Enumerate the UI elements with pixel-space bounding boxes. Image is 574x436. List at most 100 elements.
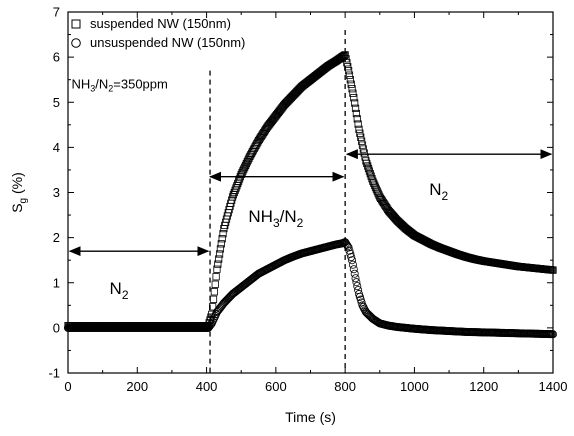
n2-left-sub: 2 — [122, 288, 129, 302]
axis-ticks — [67, 11, 554, 374]
data-point — [348, 260, 357, 269]
y-tick-label: 2 — [53, 230, 60, 245]
data-point — [366, 170, 374, 178]
data-point — [214, 260, 222, 268]
data-point — [212, 273, 220, 281]
data-point — [343, 59, 351, 67]
data-point — [211, 311, 220, 320]
x-tick-label: 1200 — [469, 379, 498, 394]
x-tick-label: 1000 — [400, 379, 429, 394]
data-point — [347, 80, 355, 88]
nh3-main2: /N — [280, 207, 297, 226]
data-point — [347, 253, 356, 262]
data-point — [357, 137, 366, 145]
data-point — [215, 255, 223, 263]
conc-slash: /N — [95, 77, 108, 92]
y-axis-title-sub: g — [18, 198, 29, 204]
y-tick-label: 6 — [53, 50, 60, 65]
data-point — [351, 99, 359, 107]
data-point — [209, 303, 217, 311]
y-tick-label: -1 — [48, 366, 60, 381]
legend-label-suspended: suspended NW (150nm) — [90, 16, 231, 31]
data-point — [241, 163, 249, 171]
data-point — [342, 55, 350, 63]
x-tick-label: 200 — [126, 379, 148, 394]
nh3-label: NH3/N2 — [248, 207, 303, 230]
data-point — [218, 235, 226, 243]
data-point — [345, 67, 353, 75]
data-point — [215, 250, 224, 258]
x-axis-title: Time (s) — [285, 409, 336, 425]
nh3-sub1: 3 — [273, 216, 280, 230]
legend-marker-suspended — [71, 19, 81, 29]
series-layer — [64, 51, 558, 339]
series-unsuspended — [64, 238, 558, 339]
legend: suspended NW (150nm) unsuspended NW (150… — [71, 16, 245, 50]
data-point — [349, 89, 357, 97]
data-point — [348, 85, 356, 93]
data-point — [243, 158, 251, 166]
x-tick-label: 1400 — [539, 379, 568, 394]
series-suspended — [64, 51, 557, 330]
data-point — [241, 161, 250, 170]
data-point — [352, 109, 361, 118]
data-point — [207, 319, 216, 328]
y-tick-label: 0 — [53, 320, 60, 335]
data-point — [353, 282, 362, 291]
y-tick-label: 4 — [53, 140, 60, 155]
data-point — [367, 172, 375, 180]
data-point — [206, 321, 215, 330]
legend-marker-unsuspended — [71, 38, 81, 48]
data-point — [356, 129, 364, 137]
data-point — [217, 240, 225, 248]
data-point — [369, 177, 377, 185]
data-point — [210, 313, 219, 322]
data-point — [343, 242, 352, 251]
y-tick-label: 3 — [53, 185, 60, 200]
data-point — [371, 183, 380, 191]
data-point — [350, 94, 358, 102]
x-tick-label: 800 — [334, 379, 356, 394]
n2-left-main: N — [110, 279, 122, 298]
data-point — [219, 230, 227, 238]
y-tick-label: 7 — [53, 5, 60, 20]
n2-right-label: N2 — [429, 180, 448, 203]
y-tick-label: 1 — [53, 275, 60, 290]
data-point — [346, 76, 354, 84]
y-axis-title: Sg (%) — [9, 172, 29, 213]
data-point — [370, 179, 378, 187]
data-point — [209, 295, 218, 303]
conc-gas-sub2: 2 — [108, 84, 113, 94]
conc-gas-sub1: 3 — [90, 84, 95, 94]
data-point — [357, 133, 365, 141]
data-point — [345, 71, 354, 79]
data-point — [355, 125, 363, 133]
data-point — [346, 249, 355, 258]
data-point — [372, 185, 380, 193]
data-point — [370, 181, 379, 189]
x-tick-label: 400 — [196, 379, 218, 394]
y-tick-label: 5 — [53, 95, 60, 110]
n2-left-label: N2 — [110, 279, 129, 302]
plot-frame — [67, 11, 554, 374]
y-axis-title-main: S — [9, 203, 25, 212]
data-point — [351, 274, 360, 283]
conc-gas-main: NH — [71, 77, 90, 92]
n2-right-sub: 2 — [441, 189, 448, 203]
nh3-sub2: 2 — [297, 216, 304, 230]
data-point — [342, 239, 351, 248]
data-point — [364, 164, 373, 173]
data-point — [210, 288, 218, 296]
conc-rest: =350ppm — [113, 77, 168, 92]
data-point — [349, 265, 358, 274]
data-point — [363, 159, 371, 168]
data-point — [208, 317, 217, 326]
data-point — [348, 256, 357, 265]
data-point — [341, 51, 349, 59]
data-point — [345, 246, 354, 255]
y-axis-title-rest: (%) — [9, 172, 25, 198]
data-point — [350, 269, 359, 278]
data-point — [373, 187, 381, 195]
x-tick-label: 600 — [265, 379, 287, 394]
